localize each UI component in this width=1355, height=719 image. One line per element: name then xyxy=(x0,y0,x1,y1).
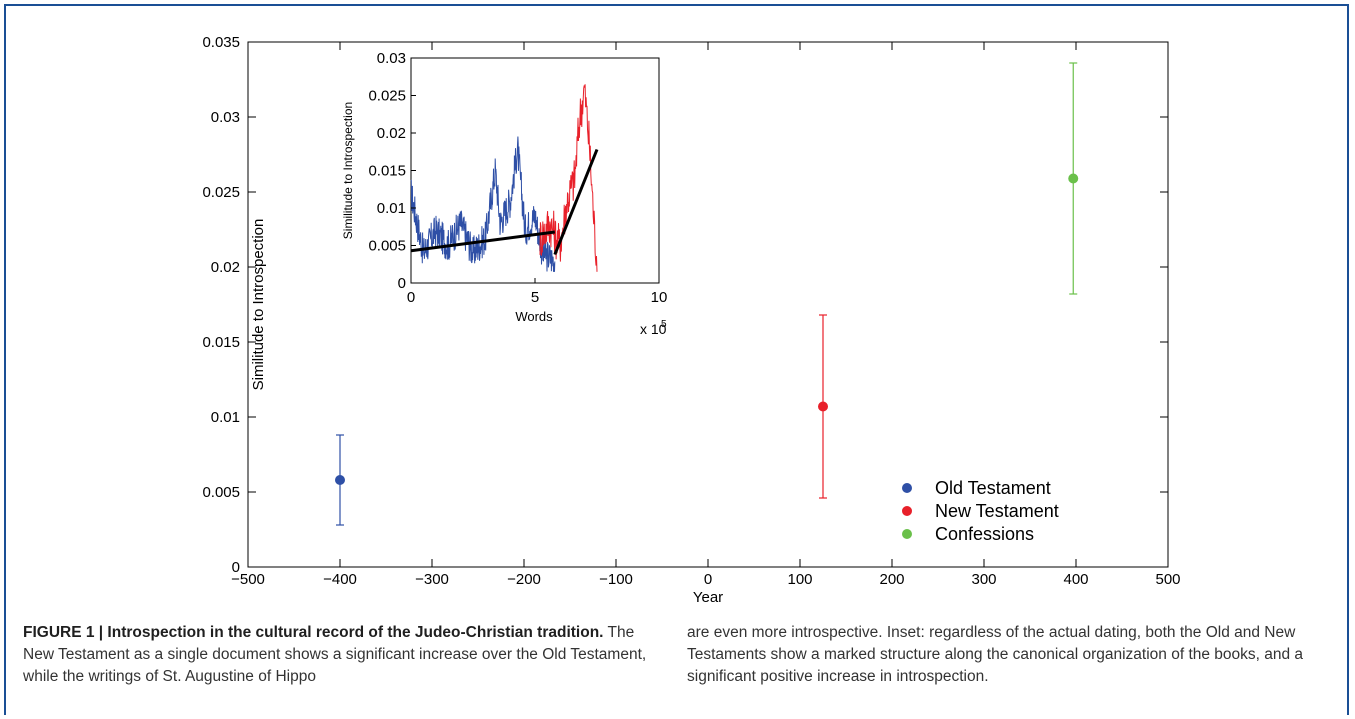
legend-label: Confessions xyxy=(935,524,1034,544)
inset-trend-line xyxy=(553,148,599,256)
inset-trend-line xyxy=(410,230,556,253)
inset-x-multiplier-exponent: 5 xyxy=(661,319,667,330)
legend-label: Old Testament xyxy=(935,478,1051,498)
inset-y-tick-label: 0.015 xyxy=(368,163,406,180)
caption-body-right: are even more introspective. Inset: rega… xyxy=(687,624,1304,685)
x-tick-label: −100 xyxy=(599,571,633,588)
y-tick-label: 0.005 xyxy=(202,484,240,501)
inset-plot: 0 5 10 0 0.005 0.01 0.015 0.02 0.025 0.03 Words x 1… xyxy=(341,50,667,337)
legend: Old Testament New Testament Confessions xyxy=(902,478,1059,544)
legend-marker xyxy=(902,506,912,516)
y-tick-label: 0.015 xyxy=(202,334,240,351)
inset-x-axis-label: Words xyxy=(515,309,553,324)
x-tick-label: −400 xyxy=(323,571,357,588)
x-tick-label: 500 xyxy=(1155,571,1180,588)
caption-body-left: The New Testament as a single document s… xyxy=(23,624,647,685)
inset-x-tick-label: 5 xyxy=(531,289,539,306)
x-axis-label: Year xyxy=(693,589,723,606)
inset-x-tick-label: 10 xyxy=(651,289,668,306)
x-tick-label: 100 xyxy=(787,571,812,588)
inset-y-tick-label: 0.03 xyxy=(377,50,406,67)
inset-x-tick-label: 0 xyxy=(407,289,415,306)
inset-x-multiplier: x 10 xyxy=(640,321,667,337)
x-tick-label: 200 xyxy=(879,571,904,588)
x-tick-label: 300 xyxy=(971,571,996,588)
legend-label: New Testament xyxy=(935,501,1059,521)
inset-y-tick-label: 0.02 xyxy=(377,125,406,142)
x-tick-label: −500 xyxy=(231,571,265,588)
caption-title: FIGURE 1 | Introspection in the cultural… xyxy=(23,624,604,641)
figure-frame xyxy=(4,4,1349,715)
data-point xyxy=(818,401,828,412)
x-tick-label: −300 xyxy=(415,571,449,588)
x-tick-label: 0 xyxy=(704,571,712,588)
inset-y-tick-label: 0.01 xyxy=(377,200,406,217)
figure-caption: FIGURE 1 | Introspection in the cultural… xyxy=(23,622,1333,719)
data-point xyxy=(1068,173,1079,184)
y-axis-label: Similitude to Introspection xyxy=(250,219,267,391)
figure-canvas: −500 −400 −300 −200 −100 0 100 200 300 400 50000.0… xyxy=(202,34,1180,606)
legend-marker xyxy=(902,483,912,493)
y-tick-label: 0 xyxy=(232,559,240,576)
inset-series-line xyxy=(539,84,598,272)
caption-right-column: are even more introspective. Inset: rega… xyxy=(687,622,1327,688)
x-tick-label: −200 xyxy=(507,571,541,588)
inset-y-tick-label: 0.005 xyxy=(368,238,406,255)
inset-y-tick-label: 0.025 xyxy=(368,88,406,105)
main-plot: −500 −400 −300 −200 −100 0 100 200 300 400 50000.0… xyxy=(202,34,1180,606)
caption-left-column: FIGURE 1 | Introspection in the cultural… xyxy=(23,622,663,688)
legend-marker xyxy=(902,529,912,539)
y-tick-label: 0.035 xyxy=(202,34,240,51)
x-tick-label: 400 xyxy=(1063,571,1088,588)
inset-y-tick-label: 0 xyxy=(398,275,406,292)
y-tick-label: 0.025 xyxy=(202,184,240,201)
inset-y-axis-label: Similitude to Introspection xyxy=(341,102,355,239)
y-tick-label: 0.01 xyxy=(211,409,240,426)
y-tick-label: 0.02 xyxy=(211,259,240,276)
y-tick-label: 0.03 xyxy=(211,109,240,126)
data-point xyxy=(335,475,345,485)
